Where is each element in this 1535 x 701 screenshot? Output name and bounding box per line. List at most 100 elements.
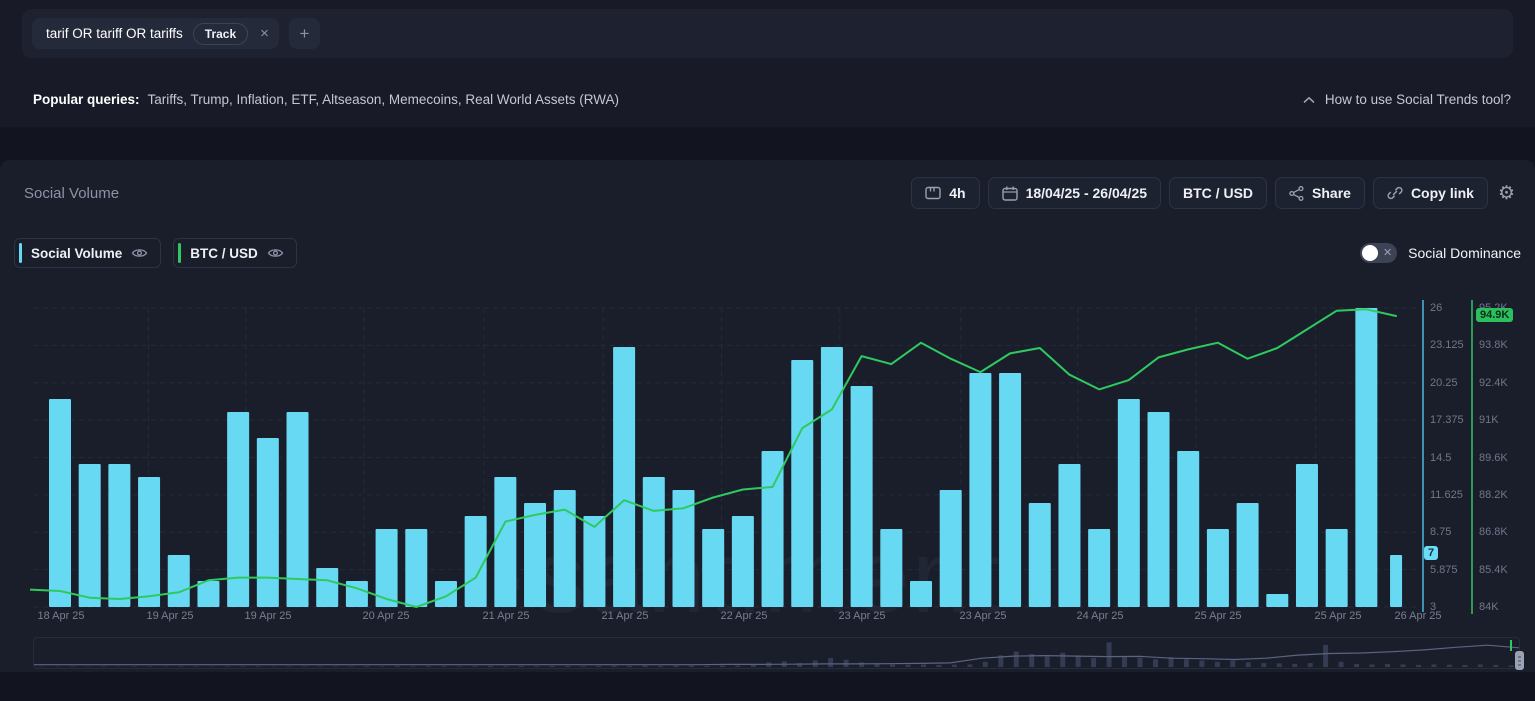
volume-bar — [731, 516, 754, 607]
axis-tick-label: 26 — [1430, 302, 1443, 314]
volume-bar — [1058, 464, 1081, 607]
date-range-button[interactable]: 18/04/25 - 26/04/25 — [987, 177, 1162, 209]
trends-search-bar[interactable]: tarif OR tariff OR tariffs Track × + — [22, 9, 1513, 58]
volume-bar — [78, 464, 101, 607]
close-icon[interactable]: × — [260, 25, 269, 42]
query-chip[interactable]: tarif OR tariff OR tariffs Track × — [32, 18, 279, 49]
x-axis-labels: 18 Apr 25 19 Apr 25 19 Apr 25 20 Apr 25 21 A… — [30, 610, 1441, 626]
interval-label: 4h — [949, 185, 966, 201]
copy-link-button[interactable]: Copy link — [1372, 177, 1488, 209]
legend-social-volume-label: Social Volume — [31, 245, 123, 261]
eye-icon[interactable] — [267, 247, 284, 259]
settings-gear-icon[interactable]: ⚙ — [1497, 182, 1515, 204]
volume-bar — [553, 490, 576, 607]
help-link[interactable]: How to use Social Trends tool? — [1303, 92, 1511, 107]
social-volume-accent — [19, 243, 22, 263]
btc-last-badge: 94.9K — [1476, 308, 1514, 322]
x-axis-label: 25 Apr 25 — [1314, 610, 1362, 622]
track-button[interactable]: Track — [192, 22, 249, 45]
axis-tick-label: 5.875 — [1430, 564, 1458, 576]
pair-label: BTC / USD — [1183, 185, 1254, 201]
social-volume-axis — [1422, 300, 1424, 612]
help-link-label: How to use Social Trends tool? — [1324, 92, 1511, 107]
axis-tick-label: 86.8K — [1479, 526, 1508, 538]
volume-bar — [138, 477, 161, 607]
volume-bar — [820, 347, 843, 607]
volume-bar — [167, 555, 190, 607]
volume-bar — [1177, 451, 1200, 607]
interval-icon — [925, 186, 941, 200]
toggle-off-icon: ✕ — [1382, 247, 1393, 259]
volume-bar — [1088, 529, 1111, 607]
volume-bar — [375, 529, 398, 607]
volume-bar — [405, 529, 428, 607]
popular-queries-row: Popular queries: Tariffs, Trump, Inflatio… — [33, 92, 1511, 107]
navigator-current-marker — [1510, 640, 1512, 651]
volume-bar — [969, 373, 992, 607]
x-axis-label: 21 Apr 25 — [482, 610, 530, 622]
axis-tick-label: 11.625 — [1430, 489, 1463, 501]
add-query-button[interactable]: + — [288, 18, 320, 49]
axis-tick-label: 93.8K — [1479, 339, 1508, 351]
x-axis-label: 19 Apr 25 — [146, 610, 194, 622]
chevron-up-icon — [1303, 96, 1315, 103]
axis-tick-label: 89.6K — [1479, 452, 1508, 464]
share-button[interactable]: Share — [1275, 177, 1365, 209]
volume-bar — [524, 503, 547, 607]
main-chart[interactable] — [30, 300, 1421, 612]
btc-axis — [1471, 300, 1473, 614]
axis-tick-label: 88.2K — [1479, 489, 1508, 501]
chart-card: Social Volume 4h 18/04/25 - 26/04/25 BTC… — [0, 160, 1535, 672]
toggle-knob — [1362, 245, 1379, 261]
date-range-label: 18/04/25 - 26/04/25 — [1025, 185, 1148, 201]
pair-button[interactable]: BTC / USD — [1169, 177, 1268, 209]
copy-link-label: Copy link — [1410, 185, 1474, 201]
x-axis-label: 25 Apr 25 — [1194, 610, 1242, 622]
social-dominance-label: Social Dominance — [1408, 245, 1521, 261]
popular-queries-label: Popular queries: — [33, 92, 140, 107]
eye-icon[interactable] — [131, 247, 148, 259]
x-axis-label: 26 Apr 25 — [1394, 610, 1442, 622]
volume-bar — [256, 438, 279, 607]
volume-bar — [939, 490, 962, 607]
top-panel: tarif OR tariff OR tariffs Track × + Pop… — [0, 0, 1535, 127]
share-icon — [1289, 185, 1304, 201]
volume-bar — [702, 529, 725, 607]
x-axis-label: 24 Apr 25 — [1076, 610, 1124, 622]
query-text: tarif OR tariff OR tariffs — [46, 26, 183, 41]
volume-bar — [1355, 308, 1378, 607]
axis-tick-label: 3 — [1430, 601, 1437, 613]
navigator-drag-handle[interactable] — [1515, 651, 1524, 670]
volume-bar — [316, 568, 339, 607]
popular-queries-list[interactable]: Tariffs, Trump, Inflation, ETF, Altseaso… — [147, 92, 619, 107]
volume-bar — [345, 581, 368, 607]
volume-bar — [49, 399, 71, 607]
x-axis-label: 23 Apr 25 — [959, 610, 1007, 622]
volume-bar — [850, 386, 873, 607]
x-axis-label: 18 Apr 25 — [37, 610, 85, 622]
volume-bar — [1236, 503, 1259, 607]
volume-bar — [999, 373, 1022, 607]
x-axis-label: 22 Apr 25 — [720, 610, 768, 622]
calendar-icon — [1001, 186, 1018, 201]
volume-bar — [108, 464, 131, 607]
interval-button[interactable]: 4h — [911, 177, 980, 209]
axis-tick-label: 91K — [1479, 414, 1499, 426]
volume-bar — [227, 412, 250, 607]
social-dominance-toggle[interactable]: ✕ — [1360, 243, 1398, 263]
volume-bar — [1147, 412, 1170, 607]
axis-tick-label: 14.5 — [1430, 452, 1452, 464]
legend-btc-usd[interactable]: BTC / USD — [173, 238, 297, 268]
plus-icon: + — [299, 23, 310, 43]
volume-bar — [910, 581, 933, 607]
volume-bar — [197, 581, 220, 607]
x-axis-label: 23 Apr 25 — [838, 610, 886, 622]
volume-bar — [791, 360, 814, 607]
volume-bar — [1295, 464, 1318, 607]
axis-tick-label: 92.4K — [1479, 377, 1508, 389]
btc-line — [30, 308, 1397, 608]
timeline-navigator[interactable] — [33, 637, 1524, 670]
axis-tick-label: 84K — [1479, 601, 1499, 613]
legend-social-volume[interactable]: Social Volume — [14, 238, 162, 268]
x-axis-label: 21 Apr 25 — [601, 610, 649, 622]
